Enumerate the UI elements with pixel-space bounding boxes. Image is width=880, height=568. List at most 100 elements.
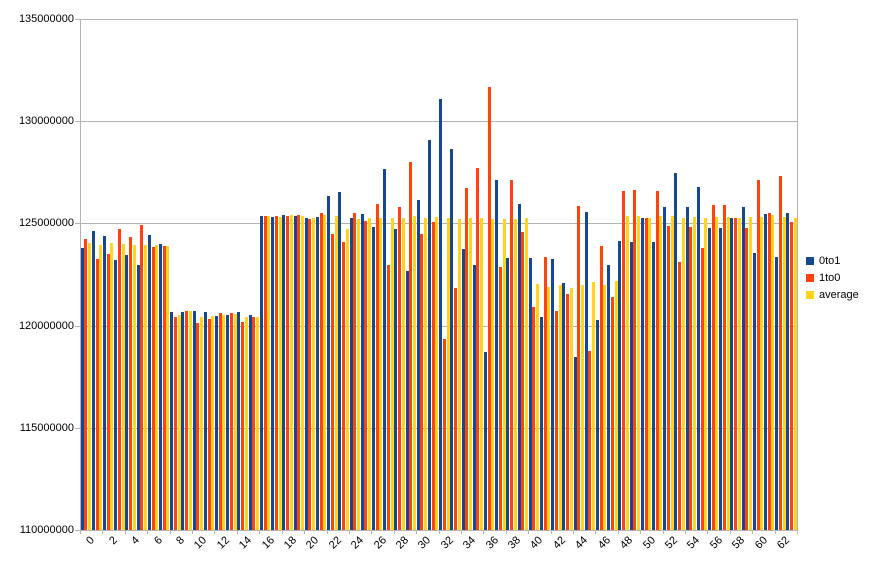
bar-0to1-52 — [663, 206, 667, 530]
legend-item-average[interactable]: average — [806, 289, 859, 301]
bar-1to0-38 — [510, 180, 513, 530]
y-axis-label-135000000: 135000000 — [18, 13, 74, 25]
bar-1to0-17 — [274, 216, 278, 530]
bar-1to0-22 — [330, 234, 334, 530]
bar-1to0-18 — [286, 215, 289, 530]
x-axis-label-24: 24 — [349, 534, 367, 552]
bar-0to1-27 — [383, 169, 387, 530]
legend-swatch-average — [806, 291, 814, 299]
bar-1to0-56 — [711, 205, 715, 530]
bar-average-36 — [491, 218, 495, 530]
y-tick — [75, 223, 80, 224]
y-tick — [75, 19, 80, 20]
bar-1to0-46 — [599, 245, 603, 530]
bar-0to1-5 — [136, 265, 140, 530]
bar-average-46 — [603, 284, 607, 530]
bar-0to1-42 — [551, 259, 555, 530]
x-tick — [550, 530, 552, 534]
bar-average-31 — [435, 216, 439, 530]
x-axis-label-28: 28 — [393, 534, 412, 552]
bar-average-57 — [726, 216, 730, 530]
bar-1to0-49 — [633, 190, 637, 530]
y-tick — [75, 121, 80, 122]
bar-average-8 — [177, 315, 181, 530]
bar-average-4 — [132, 244, 136, 530]
bar-average-22 — [334, 215, 338, 530]
bar-average-35 — [480, 217, 484, 530]
y-tick — [75, 530, 80, 531]
x-tick — [416, 530, 418, 534]
bar-average-47 — [614, 281, 618, 530]
bar-average-43 — [569, 288, 573, 530]
x-tick — [348, 530, 350, 534]
x-axis-label-12: 12 — [214, 534, 232, 552]
bar-1to0-47 — [610, 297, 614, 530]
x-axis-label-0: 0 — [84, 534, 98, 548]
x-axis-label-50: 50 — [640, 534, 658, 552]
bar-1to0-37 — [498, 266, 502, 530]
bar-0to1-35 — [472, 265, 476, 530]
bar-0to1-29 — [405, 270, 409, 530]
bar-average-7 — [166, 245, 170, 530]
bar-1to0-39 — [521, 231, 525, 530]
bar-1to0-21 — [319, 212, 323, 530]
bar-0to1-17 — [271, 216, 275, 530]
x-axis-label-48: 48 — [618, 534, 636, 552]
x-axis-label-42: 42 — [550, 534, 568, 552]
bar-0to1-31 — [427, 139, 431, 530]
y-gridline-115000000 — [80, 428, 797, 429]
bar-average-34 — [468, 218, 472, 530]
bar-1to0-2 — [106, 254, 110, 530]
x-tick — [147, 530, 149, 534]
bar-0to1-2 — [103, 235, 106, 530]
x-tick — [281, 530, 283, 534]
bar-1to0-52 — [666, 225, 670, 530]
bar-0to1-0 — [80, 248, 84, 530]
bar-1to0-48 — [622, 190, 625, 530]
bar-0to1-61 — [764, 214, 767, 530]
bar-0to1-7 — [159, 243, 162, 530]
x-axis-label-16: 16 — [259, 534, 277, 552]
y-gridline-125000000 — [80, 223, 797, 224]
bar-0to1-58 — [730, 217, 734, 530]
legend-item-1to0[interactable]: 1to0 — [806, 272, 859, 284]
bar-average-1 — [99, 244, 103, 530]
legend-label-0to1: 0to1 — [819, 255, 841, 267]
bar-average-53 — [681, 217, 685, 530]
bar-average-51 — [659, 216, 663, 530]
legend-item-0to1[interactable]: 0to1 — [806, 255, 859, 267]
bar-average-15 — [256, 317, 259, 530]
bar-0to1-40 — [528, 258, 532, 530]
bar-average-54 — [693, 217, 696, 530]
x-axis-label-44: 44 — [573, 534, 591, 552]
bar-average-25 — [368, 217, 372, 530]
bar-0to1-15 — [248, 315, 252, 530]
bar-1to0-36 — [487, 87, 491, 530]
bar-average-42 — [558, 284, 562, 530]
x-tick — [707, 530, 709, 534]
bar-average-58 — [737, 217, 741, 530]
bar-1to0-58 — [734, 217, 738, 530]
x-tick — [214, 530, 216, 534]
bar-0to1-53 — [674, 172, 678, 530]
bar-0to1-39 — [517, 204, 521, 530]
bar-0to1-38 — [506, 258, 510, 530]
bar-average-37 — [502, 219, 506, 530]
y-gridline-120000000 — [80, 326, 797, 327]
bar-average-21 — [323, 214, 327, 530]
bar-0to1-1 — [91, 231, 95, 530]
bar-0to1-33 — [450, 148, 454, 530]
bar-average-44 — [580, 284, 584, 530]
bar-average-10 — [200, 317, 203, 530]
x-tick — [505, 530, 507, 534]
bar-0to1-60 — [752, 253, 756, 530]
bar-1to0-1 — [95, 258, 99, 530]
bar-0to1-13 — [226, 315, 230, 530]
x-tick — [797, 530, 798, 534]
bar-0to1-56 — [708, 227, 711, 530]
bar-average-23 — [345, 228, 349, 530]
bar-average-28 — [401, 217, 405, 530]
bar-1to0-6 — [151, 246, 155, 530]
bar-average-20 — [312, 217, 316, 530]
